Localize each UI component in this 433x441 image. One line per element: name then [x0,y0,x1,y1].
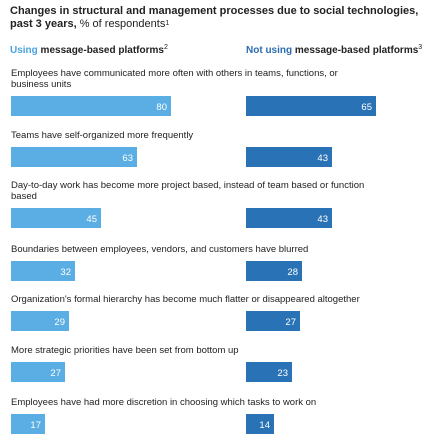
bar-not-using [246,414,274,434]
data-label: 63 [122,153,133,164]
data-label: 32 [60,267,71,278]
legend-not-using-label: message-based platforms [292,45,419,56]
legend-using: Using message-based platforms2 [10,44,168,56]
legend-using-accent: Using [10,45,38,56]
bar-using [11,96,171,116]
data-label: 43 [317,153,328,164]
bar-using [11,147,137,167]
data-label: 17 [30,420,41,431]
bar-not-using [246,147,332,167]
category-label: Boundaries between employees, vendors, a… [11,244,308,255]
legend-not-using-accent: Not using [246,45,293,56]
data-label: 29 [54,317,65,328]
bar-not-using [246,311,300,331]
data-label: 27 [285,317,296,328]
bar-using [11,414,45,434]
chart-title-unit: % of respondents [76,18,166,30]
legend-using-label: message-based platforms [37,45,164,56]
chart-title: Changes in structural and management pro… [10,5,425,31]
legend-not-using-footnote: 3 [418,44,423,51]
bar-not-using [246,96,376,116]
data-label: 14 [259,420,270,431]
category-label: Employees have had more discretion in ch… [11,397,316,408]
category-label: Teams have self-organized more frequentl… [11,130,193,141]
category-label: Organization's formal hierarchy has beco… [11,294,360,305]
chart-title-footnote: 1 [165,20,170,27]
category-label: More strategic priorities have been set … [11,345,239,356]
data-label: 45 [86,214,97,225]
legend-not-using: Not using message-based platforms3 [246,44,423,56]
category-label: Day-to-day work has become more project … [11,180,364,202]
bar-using [11,362,65,382]
data-label: 27 [50,368,61,379]
category-label: Employees have communicated more often w… [11,68,338,90]
bar-using [11,261,75,281]
bar-not-using [246,362,292,382]
bar-using [11,208,101,228]
data-label: 28 [287,267,298,278]
data-label: 43 [317,214,328,225]
bar-not-using [246,208,332,228]
chart-title-main: Changes in structural and management pro… [10,5,419,30]
data-label: 80 [156,102,167,113]
bar-not-using [246,261,302,281]
bar-using [11,311,69,331]
legend-using-footnote: 2 [163,44,168,51]
data-label: 65 [361,102,372,113]
data-label: 23 [277,368,288,379]
